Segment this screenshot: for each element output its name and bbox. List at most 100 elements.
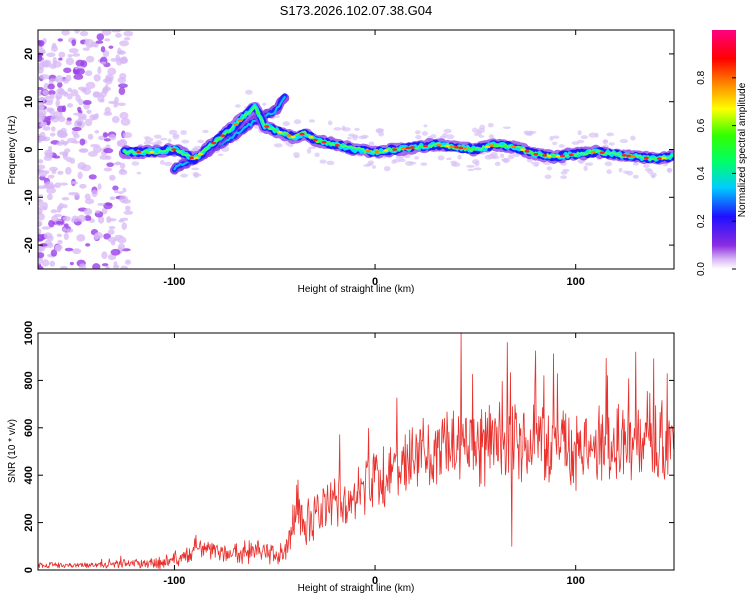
spectrogram-noise-blob: [75, 68, 86, 75]
spectrogram-peak-blob: [449, 145, 455, 149]
spectrogram-noise-blob: [38, 159, 44, 164]
spectrogram-peak-blob: [383, 149, 389, 152]
spectrogram-noise-blob: [46, 117, 51, 126]
spectrogram-noise-blob: [62, 140, 69, 145]
spectrogram-noise-blob: [98, 135, 106, 141]
spectrogram-haze-blob: [414, 130, 421, 135]
spectrogram-haze-blob: [153, 134, 162, 139]
spectrogram-peak-blob: [445, 144, 451, 148]
spectrogram-noise-blob: [45, 170, 50, 174]
spectrogram-haze-blob: [499, 153, 505, 159]
spectrogram-noise-blob: [56, 141, 64, 146]
spectrogram-haze-blob: [430, 133, 437, 139]
spectrogram-peak-blob: [312, 138, 318, 142]
spectrogram-haze-blob: [577, 130, 582, 136]
spectrogram-noise-blob: [96, 33, 105, 41]
spectrogram-noise-blob: [108, 134, 117, 141]
spectrogram-noise-blob: [84, 198, 95, 205]
spectrogram-noise-blob: [113, 261, 118, 267]
spectrogram-noise-blob: [58, 91, 69, 96]
spectrogram-frame: [37, 29, 675, 270]
snr-y-tick-label: 1000: [23, 321, 35, 345]
spectrogram-noise-blob: [103, 138, 111, 142]
spectrogram-noise-blob: [85, 243, 91, 247]
spectrogram-noise-blob: [114, 189, 119, 194]
spectrogram-noise-blob: [114, 96, 119, 105]
spectrogram-peak-blob: [529, 151, 535, 155]
spectrogram-haze-blob: [535, 161, 540, 166]
spectrogram-peak-blob: [220, 134, 226, 137]
spectrogram-haze-blob: [494, 161, 501, 166]
spectrogram-noise-blob: [100, 61, 107, 65]
spectrogram-noise-blob: [90, 41, 97, 48]
spectrogram-peak-blob: [136, 150, 142, 154]
snr-y-tick-label: 400: [23, 466, 35, 484]
spectrogram-haze-blob: [560, 175, 568, 180]
spectrogram-noise-blob: [75, 94, 81, 103]
spectrogram-haze-blob: [632, 162, 640, 166]
spectrogram-haze-blob: [308, 146, 316, 150]
spectrogram-noise-blob: [44, 149, 53, 157]
spectrogram-noise-blob: [120, 117, 131, 126]
spectrogram-noise-blob: [38, 115, 44, 123]
spectrogram-noise-blob: [111, 30, 122, 33]
spectrogram-haze-blob: [558, 144, 565, 148]
spectrogram-noise-blob: [44, 95, 52, 100]
spectrogram-noise-blob: [38, 194, 44, 198]
spectrogram-haze-blob: [398, 158, 406, 163]
spectrogram-peak-blob: [215, 138, 221, 141]
spectrogram-noise-blob: [49, 108, 56, 116]
spectrogram-y-tick-label: 0: [23, 146, 35, 152]
spectrogram-haze-blob: [333, 127, 342, 131]
spectrogram-noise-blob: [39, 131, 46, 139]
spectrogram-haze-blob: [273, 143, 283, 148]
spectrogram-noise-blob: [38, 228, 42, 235]
spectrogram-haze-blob: [560, 171, 568, 175]
spectrogram-noise-blob: [43, 82, 49, 90]
spectrogram-peak-blob: [317, 139, 323, 143]
spectrogram-noise-blob: [79, 30, 89, 37]
spectrogram-noise-blob: [49, 63, 57, 69]
spectrogram-noise-blob: [118, 83, 128, 89]
spectrogram-haze-blob: [314, 152, 320, 158]
spectrogram-haze-blob: [630, 135, 636, 141]
spectrogram-noise-blob: [110, 240, 116, 246]
spectrogram-noise-blob: [69, 157, 76, 164]
spectrogram-haze-blob: [446, 134, 455, 140]
spectrogram-haze-blob: [606, 132, 615, 137]
spectrogram-noise-blob: [113, 162, 122, 166]
spectrogram-noise-blob: [42, 89, 49, 96]
spectrogram-haze-blob: [197, 139, 205, 144]
spectrogram-noise-blob: [71, 127, 82, 132]
spectrogram-peak-blob: [454, 145, 460, 149]
spectrogram-peak-blob: [524, 149, 530, 153]
spectrogram-noise-blob: [118, 87, 126, 96]
spectrogram-noise-blob: [41, 259, 50, 267]
spectrogram-noise-blob: [99, 154, 109, 160]
spectrogram-y-tick-label: 20: [23, 48, 35, 60]
spectrogram-haze-blob: [327, 120, 333, 126]
spectrogram-noise-blob: [61, 197, 70, 201]
spectrogram-haze-blob: [143, 141, 152, 145]
spectrogram-noise-blob: [118, 57, 128, 63]
spectrogram-peak-blob: [277, 130, 283, 134]
spectrogram-noise-blob: [56, 233, 62, 238]
spectrogram-noise-blob: [84, 215, 92, 222]
spectrogram-peak-blob: [502, 144, 508, 148]
spectrogram-noise-blob: [48, 145, 53, 152]
spectrogram-haze-blob: [351, 134, 359, 138]
spectrogram-haze-blob: [151, 141, 161, 146]
spectrogram-haze-blob: [457, 154, 462, 160]
spectrogram-haze-blob: [414, 156, 419, 160]
spectrogram-noise-blob: [100, 46, 106, 53]
spectrogram-noise-blob: [115, 33, 122, 38]
snr-y-tick-label: 0: [23, 567, 35, 573]
spectrogram-noise-blob: [57, 81, 63, 88]
spectrogram-noise-blob: [92, 91, 100, 98]
spectrogram-peak-blob: [334, 143, 340, 147]
spectrogram-noise-blob: [70, 180, 79, 185]
spectrogram-noise-blob: [79, 183, 87, 189]
spectrogram-noise-blob: [95, 40, 104, 44]
spectrogram-peak-blob: [590, 150, 596, 154]
spectrogram-haze-blob: [643, 164, 650, 168]
